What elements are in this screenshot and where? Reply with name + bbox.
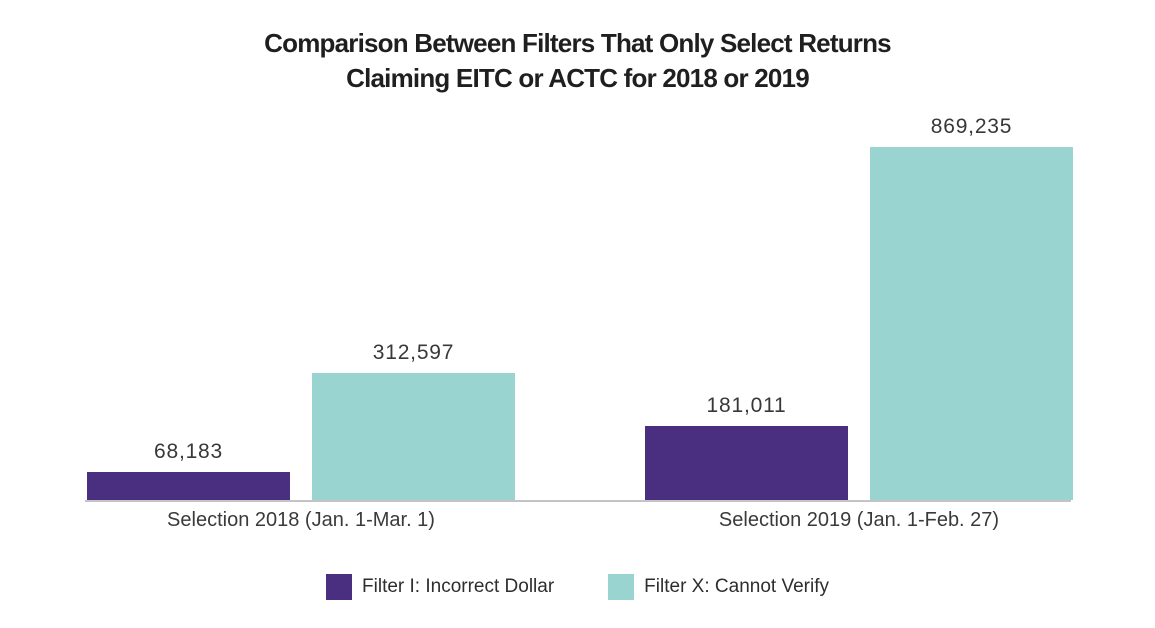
bar-series-1-group-2	[645, 426, 848, 500]
x-axis-line	[85, 500, 1071, 502]
legend-swatch-icon	[326, 574, 353, 600]
bar-series-2-group-1	[312, 373, 515, 500]
bar-value-label: 181,011	[706, 394, 787, 417]
bar-series-2-group-2	[870, 147, 1073, 500]
bar-value-label: 312,597	[372, 341, 455, 364]
bar-value-label: 68,183	[153, 440, 224, 463]
legend-label: Filter X: Cannot Verify	[644, 576, 829, 597]
legend-item-1: Filter I: Incorrect Dollar	[326, 574, 554, 600]
chart-title-line-1: Comparison Between Filters That Only Sel…	[264, 28, 891, 58]
chart-title: Comparison Between Filters That Only Sel…	[0, 26, 1155, 96]
chart-title-line-2: Claiming EITC or ACTC for 2018 or 2019	[346, 63, 810, 93]
legend-swatch-icon	[608, 574, 635, 600]
bar-value-label: 869,235	[930, 115, 1013, 138]
category-label: Selection 2018 (Jan. 1-Mar. 1)	[167, 509, 435, 531]
legend-item-2: Filter X: Cannot Verify	[608, 574, 829, 600]
legend: Filter I: Incorrect Dollar Filter X: Cann…	[0, 574, 1155, 600]
legend-label: Filter I: Incorrect Dollar	[362, 576, 555, 597]
category-label: Selection 2019 (Jan. 1-Feb. 27)	[718, 509, 1000, 531]
bar-series-1-group-1	[87, 472, 290, 500]
